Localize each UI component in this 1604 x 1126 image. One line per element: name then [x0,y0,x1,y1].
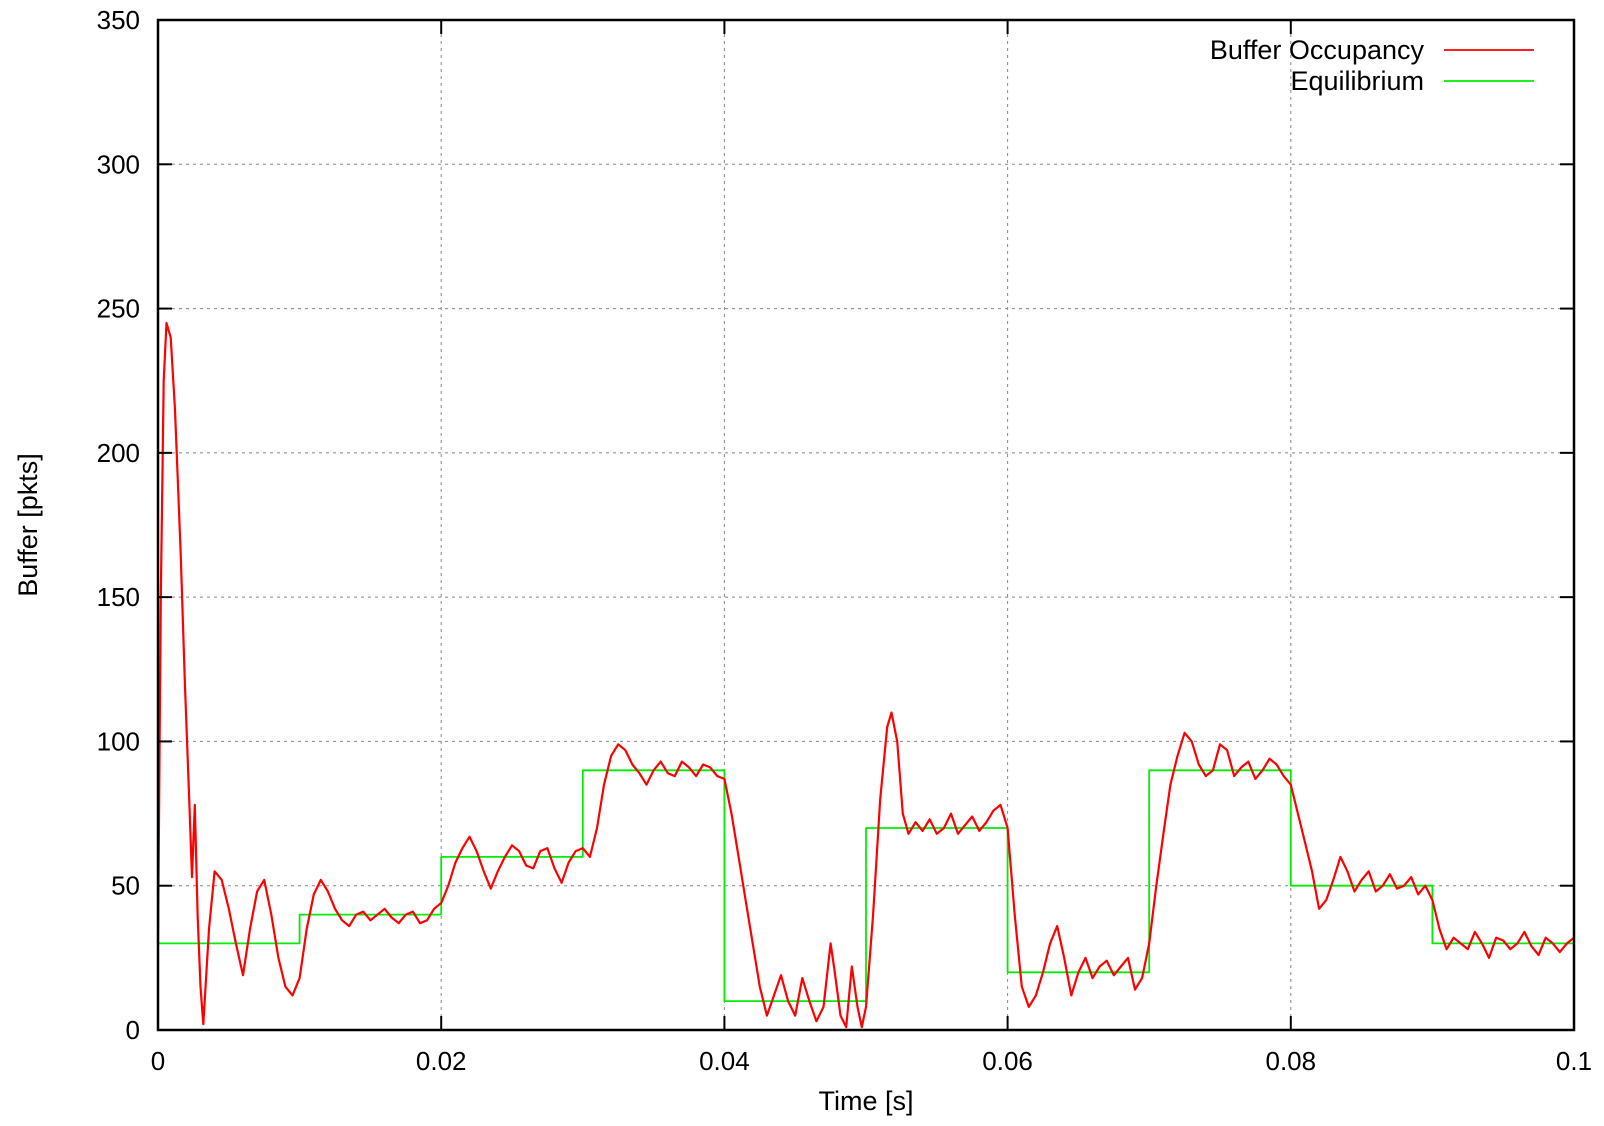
y-axis-label: Buffer [pkts] [13,453,43,597]
tick-labels: 0 0.02 0.04 0.06 0.08 0.1 0 50 100 150 200 250 300 35… [97,5,1592,1076]
series-line-equilibrium [158,769,1574,1002]
y-tick-label: 50 [111,871,140,901]
legend-label: Buffer Occupancy [1210,35,1425,65]
plot-frame [156,18,1576,1032]
y-tick-label: 350 [97,5,140,35]
y-tick-label: 300 [97,149,140,179]
x-tick-label: 0.08 [1265,1046,1316,1076]
axis-ticks [157,19,1575,1031]
x-axis-label: Time [s] [818,1086,913,1116]
y-tick-label: 100 [97,726,140,756]
x-tick-label: 0.1 [1556,1046,1592,1076]
y-tick-label: 150 [97,582,140,612]
x-tick-label: 0 [151,1046,165,1076]
x-tick-label: 0.06 [982,1046,1033,1076]
x-tick-label: 0.02 [416,1046,467,1076]
x-tick-label: 0.04 [699,1046,750,1076]
y-tick-label: 200 [97,438,140,468]
series-line-buffer-occupancy [156,321,1575,1029]
series-layer [156,321,1575,1029]
legend-label: Equilibrium [1290,66,1424,96]
y-tick-label: 0 [126,1015,140,1045]
y-tick-label: 250 [97,294,140,324]
